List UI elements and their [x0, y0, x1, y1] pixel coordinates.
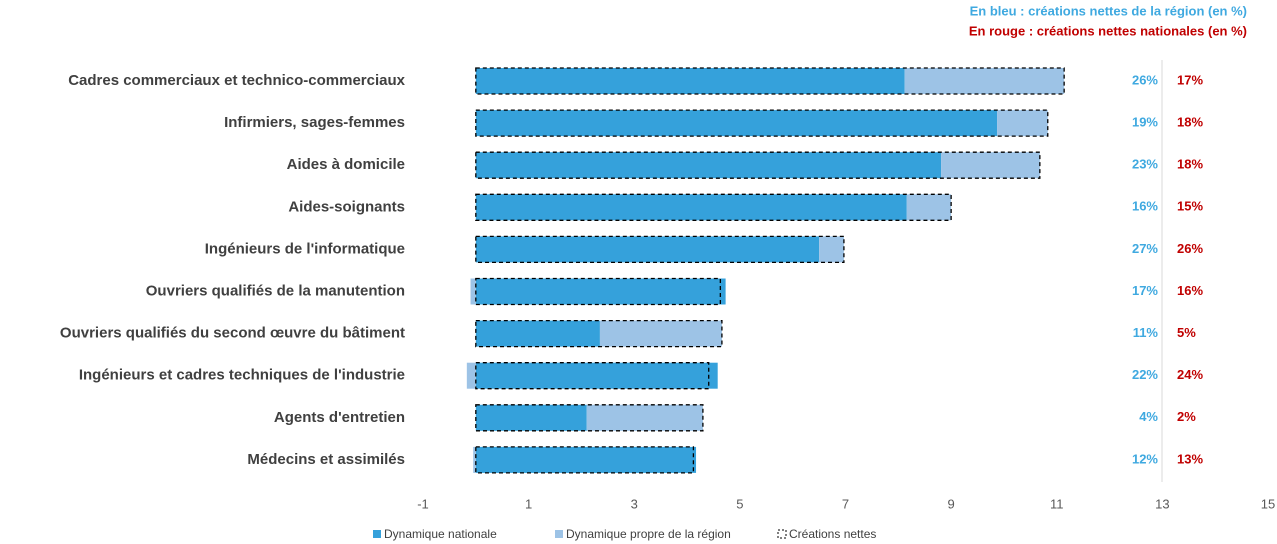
national-bar [475, 320, 600, 347]
national-bar [475, 68, 905, 94]
regional-pct: 12% [1132, 451, 1158, 466]
regional-bar [473, 446, 476, 473]
category-label: Agents d'entretien [274, 409, 405, 426]
legend-label: Créations nettes [789, 527, 876, 541]
national-pct: 18% [1177, 157, 1203, 172]
national-bar [475, 362, 718, 389]
national-pct: 15% [1177, 199, 1203, 214]
net-outline [475, 109, 1049, 137]
regional-pct: 17% [1132, 283, 1158, 298]
national-pct: 18% [1177, 115, 1203, 130]
category-label: Ingénieurs et cadres techniques de l'ind… [79, 367, 405, 384]
net-outline [475, 446, 695, 474]
net-outline [475, 193, 952, 221]
x-tick-label: 3 [631, 496, 638, 511]
regional-pct: 26% [1132, 72, 1158, 87]
x-tick-label: 13 [1155, 496, 1169, 511]
legend-swatch [777, 529, 787, 539]
net-outline [475, 404, 704, 432]
category-label: Médecins et assimilés [247, 451, 405, 468]
national-bar [475, 278, 726, 305]
legend-label: Dynamique propre de la région [566, 527, 731, 541]
regional-pct: 22% [1132, 367, 1158, 382]
regional-pct: 19% [1132, 115, 1158, 130]
national-pct: 26% [1177, 241, 1203, 256]
national-bar [475, 194, 907, 221]
legend-swatch [555, 530, 563, 538]
national-bar [475, 110, 998, 137]
category-label: Ingénieurs de l'informatique [205, 240, 405, 257]
regional-pct: 11% [1133, 325, 1159, 340]
legend-swatch [373, 530, 381, 538]
net-outline [475, 277, 721, 306]
national-pct: 2% [1177, 409, 1196, 424]
regional-bar [586, 404, 703, 431]
x-tick-label: 1 [525, 496, 532, 511]
national-pct: 17% [1177, 72, 1203, 87]
x-tick-label: 7 [842, 496, 849, 511]
category-label: Aides-soignants [288, 198, 405, 215]
regional-pct: 4% [1139, 409, 1158, 424]
net-outline [475, 67, 1065, 95]
regional-pct: 23% [1132, 157, 1158, 172]
category-label: Ouvriers qualifiés du second œuvre du bâ… [60, 325, 405, 342]
regional-bar [906, 194, 952, 221]
national-pct: 16% [1177, 283, 1203, 298]
regional-bar [470, 278, 476, 305]
regional-bar [819, 236, 844, 263]
x-tick-label: 11 [1050, 496, 1064, 511]
net-outline [475, 151, 1041, 179]
regional-bar [466, 362, 476, 389]
national-pct: 24% [1177, 367, 1203, 382]
category-label: Infirmiers, sages-femmes [224, 114, 405, 131]
x-tick-label: -1 [417, 496, 429, 511]
category-label: Cadres commerciaux et technico-commercia… [68, 72, 405, 89]
national-bar [475, 236, 820, 263]
national-bar [475, 152, 942, 179]
category-label: Aides à domicile [287, 156, 405, 173]
regional-bar [599, 320, 722, 347]
national-pct: 13% [1177, 451, 1203, 466]
x-tick-label: 5 [736, 496, 743, 511]
legend-label: Dynamique nationale [384, 527, 497, 541]
regional-pct: 27% [1132, 241, 1158, 256]
regional-bar [904, 68, 1065, 94]
x-tick-label: 15 [1261, 496, 1275, 511]
net-outline [475, 319, 723, 348]
regional-bar [997, 110, 1048, 137]
net-outline [475, 362, 710, 390]
national-bar [475, 446, 697, 473]
regional-pct: 16% [1132, 199, 1158, 214]
regional-bar [941, 152, 1040, 179]
national-pct: 5% [1177, 325, 1196, 340]
national-pct-header: En rouge : créations nettes nationales (… [969, 23, 1247, 38]
regional-pct-header: En bleu : créations nettes de la région … [970, 3, 1247, 18]
national-bar [475, 404, 587, 431]
category-label: Ouvriers qualifiés de la manutention [146, 282, 405, 299]
net-outline [475, 235, 845, 264]
x-tick-label: 9 [948, 496, 955, 511]
